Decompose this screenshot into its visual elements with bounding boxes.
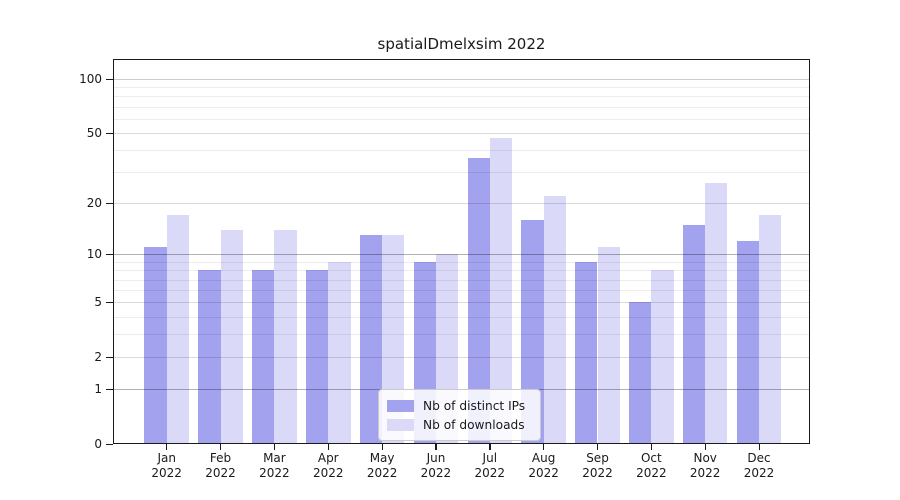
x-tick-label-may: May 2022: [366, 451, 398, 480]
y-tick-10: [106, 253, 113, 256]
gridline-y-50: [113, 133, 810, 135]
gridline-y-6: [113, 290, 810, 292]
y-tick-label-10: 10: [86, 247, 102, 262]
legend-swatch-distinct-ips-icon: [387, 399, 414, 412]
legend-swatch-downloads-icon: [387, 418, 414, 431]
bar-nb-of-distinct-ips-oct: [629, 302, 652, 444]
bar-nb-of-distinct-ips-jul: [467, 158, 490, 444]
y-tick-5: [106, 301, 113, 304]
gridline-y-7: [113, 279, 810, 281]
y-tick-0: [106, 443, 113, 445]
y-tick-label-20: 20: [86, 196, 102, 211]
bar-nb-of-distinct-ips-apr: [305, 270, 329, 444]
x-tick-feb: [220, 444, 222, 450]
x-tick-jul: [489, 444, 491, 450]
gridline-y-90: [113, 87, 810, 89]
x-tick-dec: [758, 444, 760, 450]
bar-nb-of-downloads-sep: [597, 247, 620, 444]
bar-nb-of-distinct-ips-dec: [736, 241, 760, 444]
gridline-y-40: [113, 150, 810, 152]
bar-nb-of-distinct-ips-feb: [198, 270, 221, 444]
bar-nb-of-downloads-jan: [166, 215, 189, 444]
gridline-y-30: [113, 172, 810, 174]
y-tick-label-0: 0: [94, 437, 102, 451]
y-tick-label-1: 1: [94, 382, 102, 397]
bar-nb-of-downloads-mar: [274, 229, 297, 444]
x-tick-label-jul: Jul 2022: [474, 451, 506, 480]
x-tick-may: [381, 444, 383, 450]
x-tick-label-jun: Jun 2022: [420, 451, 452, 480]
bar-nb-of-downloads-aug: [543, 196, 566, 444]
gridline-y-3: [113, 334, 810, 336]
bar-nb-of-distinct-ips-may: [359, 235, 383, 444]
x-tick-label-oct: Oct 2022: [636, 451, 667, 480]
x-tick-label-jan: Jan 2022: [151, 451, 182, 480]
y-tick-label-50: 50: [86, 126, 102, 141]
gridline-y-4: [113, 316, 810, 318]
x-tick-jan: [166, 444, 168, 450]
gridline-y-70: [113, 106, 810, 108]
bar-nb-of-downloads-oct: [651, 270, 674, 444]
chart-title: spatialDmelxsim 2022: [377, 35, 546, 53]
gridline-y-5: [113, 302, 810, 304]
x-tick-nov: [704, 444, 706, 450]
gridline-y-80: [113, 96, 810, 98]
legend-label-downloads: Nb of downloads: [423, 417, 525, 432]
x-tick-apr: [327, 444, 330, 450]
gridline-y-2: [113, 357, 810, 359]
x-tick-label-mar: Mar 2022: [259, 451, 290, 480]
gridline-y-60: [113, 118, 810, 120]
bar-nb-of-distinct-ips-aug: [521, 219, 544, 444]
plot-area: [113, 59, 810, 444]
x-tick-aug: [543, 444, 545, 450]
bar-nb-of-distinct-ips-jan: [144, 247, 167, 444]
bar-nb-of-downloads-apr: [328, 261, 351, 444]
y-tick-label-2: 2: [94, 350, 102, 365]
gridline-y-100: [113, 79, 810, 80]
x-tick-sep: [597, 444, 599, 450]
bar-nb-of-downloads-feb: [220, 229, 243, 444]
legend-item-distinct-ips: Nb of distinct IPs: [387, 396, 532, 415]
gridline-y-10: [113, 254, 810, 256]
x-tick-label-apr: Apr 2022: [312, 451, 344, 480]
x-tick-mar: [273, 444, 276, 450]
bar-nb-of-downloads-dec: [759, 215, 782, 444]
y-tick-20: [106, 202, 113, 204]
x-tick-label-sep: Sep 2022: [582, 451, 613, 480]
gridline-y-8: [113, 270, 810, 272]
y-tick-label-100: 100: [79, 72, 102, 86]
x-tick-label-aug: Aug 2022: [528, 451, 559, 480]
legend: Nb of distinct IPs Nb of downloads: [378, 389, 541, 441]
x-tick-label-feb: Feb 2022: [205, 451, 236, 480]
y-tick-label-5: 5: [94, 295, 102, 310]
legend-label-distinct-ips: Nb of distinct IPs: [423, 398, 526, 413]
bar-nb-of-downloads-jul: [489, 137, 513, 444]
x-tick-label-nov: Nov 2022: [689, 451, 721, 480]
y-tick-2: [106, 356, 113, 358]
gridline-y-9: [113, 261, 810, 263]
bar-nb-of-distinct-ips-mar: [252, 270, 275, 444]
bar-nb-of-distinct-ips-sep: [575, 261, 598, 444]
x-tick-oct: [650, 444, 653, 450]
gridline-y-20: [113, 203, 810, 205]
bar-nb-of-downloads-nov: [705, 183, 728, 444]
y-tick-50: [106, 132, 113, 134]
bar-nb-of-distinct-ips-nov: [682, 224, 706, 444]
x-tick-label-dec: Dec 2022: [743, 451, 775, 480]
legend-item-downloads: Nb of downloads: [387, 415, 532, 434]
y-tick-1: [106, 388, 113, 390]
x-tick-jun: [435, 444, 437, 450]
y-tick-100: [106, 78, 113, 80]
